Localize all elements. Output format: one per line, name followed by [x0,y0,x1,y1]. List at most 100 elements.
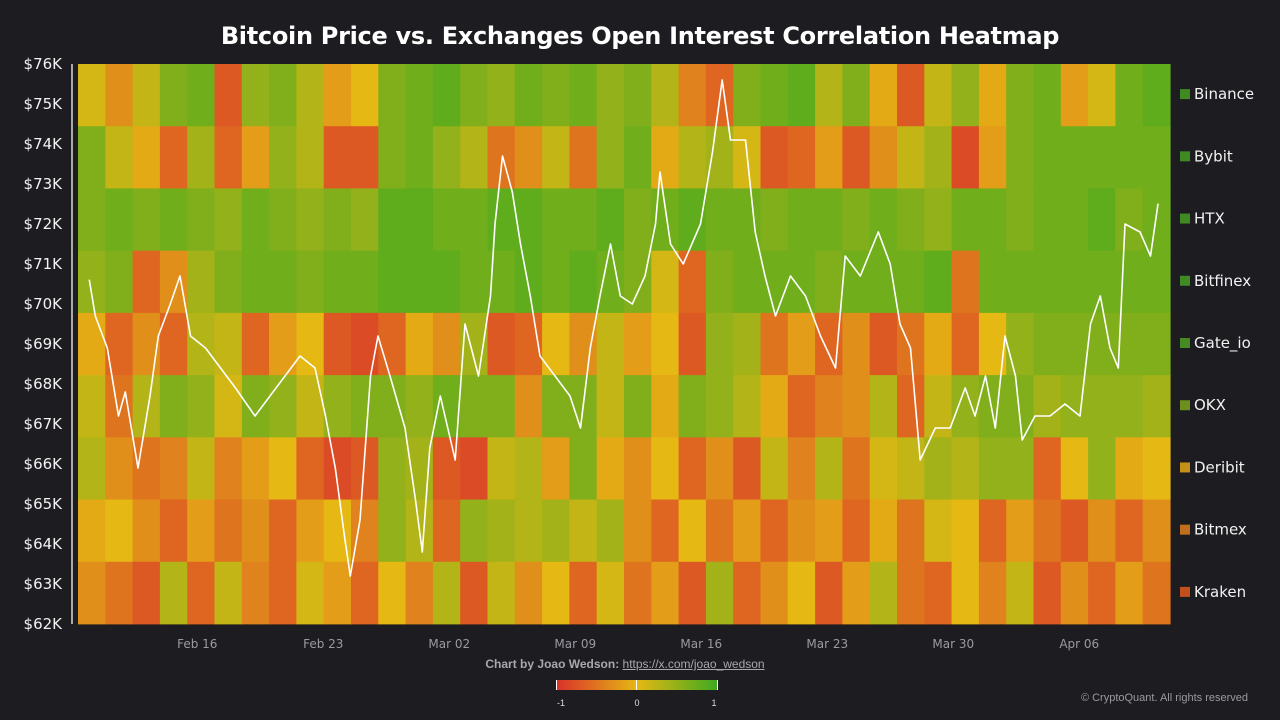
legend-label-gate_io: Gate_io [1194,334,1251,353]
heatmap-cell [405,126,434,189]
price-point [631,303,633,305]
price-point [1049,415,1051,417]
heatmap-cell [487,561,516,625]
price-point [669,243,672,245]
heatmap-cell [978,437,1007,500]
heatmap-cell [460,64,489,127]
heatmap-cell [405,188,434,252]
price-point [124,391,126,393]
heatmap-cell [378,188,407,252]
y-tick-label: $74K [24,135,64,153]
heatmap-cell [978,188,1007,252]
heatmap-cell [815,64,843,127]
heatmap-cell [897,561,925,625]
heatmap-cell [924,499,953,563]
price-point [314,367,316,369]
heatmap-cell [569,126,598,189]
heatmap-cell [269,188,297,252]
price-point [1089,323,1092,325]
heatmap-cell [733,312,762,376]
heatmap-cell [460,437,489,500]
heatmap-cell [432,312,461,376]
price-point [949,427,951,429]
heatmap-cell [1088,375,1116,438]
price-point [454,459,456,461]
heatmap-cell [924,250,953,314]
y-tick-label: $76K [24,55,64,73]
y-tick-label: $67K [24,415,64,433]
heatmap-cell [624,188,652,252]
price-point [599,295,601,297]
heatmap-cell [951,126,980,189]
heatmap-cell [105,188,134,252]
heatmap-cell [542,375,570,438]
heatmap-cell [705,188,734,252]
heatmap-cell [1088,499,1116,563]
colorbar-label-mid: 0 [634,698,640,708]
heatmap-cell [1033,126,1062,189]
credit-link[interactable]: https://x.com/joao_wedson [622,657,765,671]
heatmap-cell [187,188,216,252]
heatmap-cell [596,437,625,500]
x-tick-label: Apr 06 [1059,637,1099,651]
price-point [254,415,256,417]
heatmap-cell [460,375,489,438]
heatmap-cell [1006,64,1035,127]
heatmap-cell [241,126,270,189]
heatmap-cell [897,126,925,189]
heatmap-cell [542,126,570,189]
price-point [844,255,846,257]
heatmap-cell [842,499,871,563]
heatmap-cell [1142,126,1171,189]
heatmap-cell [924,437,953,500]
heatmap-cell [1115,561,1144,625]
heatmap-cell [951,250,980,314]
price-point [1034,415,1036,417]
price-point [1124,223,1126,225]
heatmap-cell [1033,561,1062,625]
heatmap-cell [296,561,325,625]
y-tick-label: $68K [24,375,64,393]
heatmap-cell [951,437,980,500]
heatmap-cell [514,375,543,438]
heatmap-cell [378,437,407,500]
heatmap-cell [514,561,543,625]
heatmap-cell [78,64,106,127]
heatmap-cell [78,561,106,625]
heatmap-cell [214,437,243,500]
heatmap-cell [733,499,762,563]
heatmap-cell [951,64,980,127]
heatmap-cell [78,250,106,314]
y-axis: $76K $75K $74K $73K $72K $71K $70K $69K $68K $67K… [24,55,64,633]
heatmap-cell [1115,250,1144,314]
heatmap-cell [1088,561,1116,625]
colorbar [556,680,718,690]
heatmap-cell [323,312,352,376]
legend-label-binance: Binance [1194,85,1254,103]
price-point [344,539,346,541]
heatmap-cell [897,437,925,500]
heatmap-cell [323,561,352,625]
heatmap-cell [269,561,297,625]
heatmap-cell [542,312,570,376]
price-point [899,323,901,325]
price-point [729,139,732,141]
y-tick-label: $71K [24,255,64,273]
heatmap-cell [378,250,407,314]
heatmap-cell [787,375,816,438]
heatmap-cell [378,126,407,189]
heatmap-cell [159,437,188,500]
heatmap-cell [351,499,379,563]
heatmap-cell [596,126,625,189]
heatmap-cell [869,561,898,625]
heatmap-cell [514,64,543,127]
price-point [439,395,441,397]
heatmap-cell [924,126,953,189]
heatmap-cell [1142,250,1171,314]
heatmap-cell [815,437,843,500]
heatmap-cell [351,64,379,127]
price-point [819,335,822,337]
price-point [269,395,271,397]
y-tick-label: $69K [24,335,64,353]
x-tick-label: Mar 16 [680,637,722,651]
